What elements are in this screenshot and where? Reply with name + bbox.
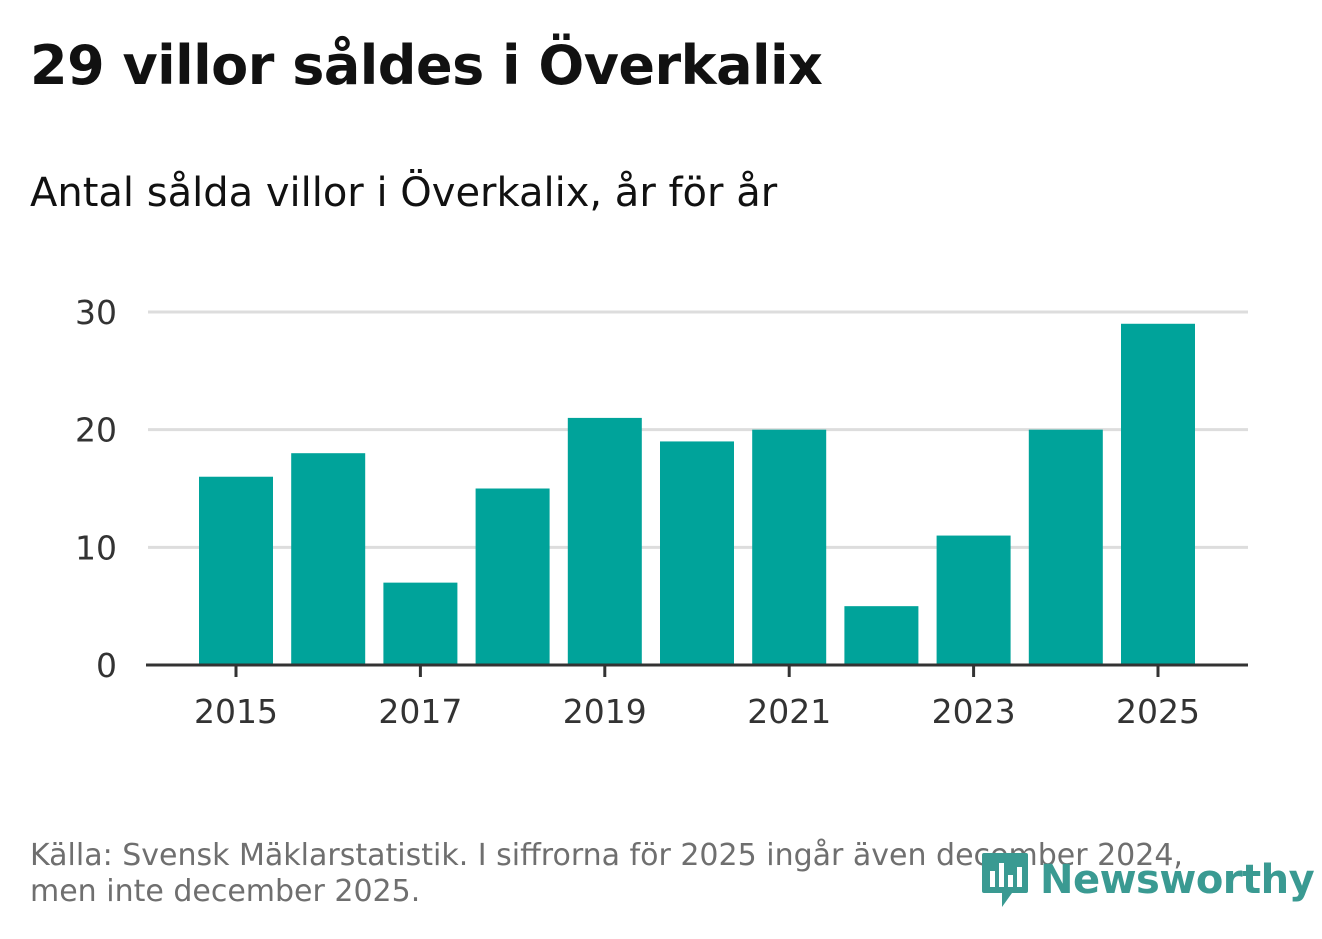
x-tick-label-2019: 2019 xyxy=(563,692,647,731)
bar-2015 xyxy=(199,476,273,665)
bar-2022 xyxy=(844,606,919,665)
source-note-line-2: men inte december 2025. xyxy=(30,874,421,909)
x-tick-label-2023: 2023 xyxy=(932,692,1016,731)
x-tick-label-2025: 2025 xyxy=(1116,692,1200,731)
x-tick-label-2017: 2017 xyxy=(378,692,462,731)
x-tick-label-2015: 2015 xyxy=(194,692,278,731)
x-axis xyxy=(146,663,1248,677)
y-tick-label-10: 10 xyxy=(75,528,117,567)
bar-2017 xyxy=(383,582,458,665)
chart-title: 29 villor såldes i Överkalix xyxy=(30,34,823,97)
bar-2024 xyxy=(1028,429,1103,665)
bar-2023 xyxy=(936,535,1011,665)
bar-2020 xyxy=(660,441,734,665)
y-tick-label-20: 20 xyxy=(75,411,117,450)
y-tick-label-30: 30 xyxy=(75,293,117,332)
bar-2018 xyxy=(475,488,550,665)
y-axis-tick-labels: 0 10 20 30 xyxy=(75,293,117,685)
bar-2025 xyxy=(1121,323,1195,665)
bar-chart: 0 10 20 30 2015 2017 2019 2021 2023 2025 xyxy=(75,293,1248,731)
bars xyxy=(199,323,1195,665)
bar-2021 xyxy=(752,429,827,665)
newsworthy-logo: Newsworthy xyxy=(980,850,1315,910)
bar-chart-speech-bubble-icon xyxy=(982,853,1028,907)
x-axis-tick-labels: 2015 2017 2019 2021 2023 2025 xyxy=(194,692,1200,731)
bar-2019 xyxy=(567,417,642,665)
bar-2016 xyxy=(291,453,366,665)
x-tick-label-2021: 2021 xyxy=(747,692,831,731)
chart-subtitle: Antal sålda villor i Överkalix, år för å… xyxy=(30,170,778,216)
logo-text: Newsworthy xyxy=(1040,857,1315,903)
y-tick-label-0: 0 xyxy=(96,646,117,685)
